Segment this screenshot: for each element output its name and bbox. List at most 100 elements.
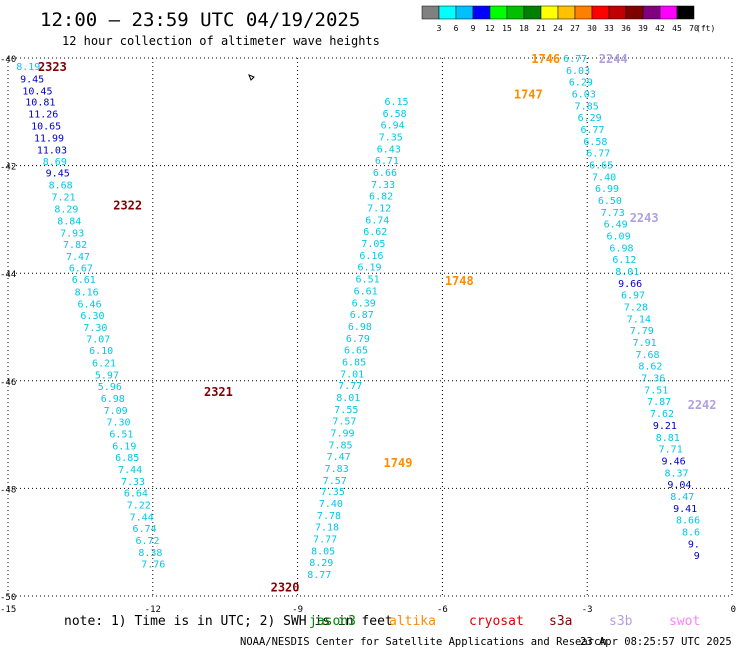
wave-height-point: 7.68 <box>635 350 659 361</box>
satellite-legend-item: s3b <box>609 614 633 629</box>
legend-unit: (ft) <box>696 24 715 33</box>
wave-height-point: 7.40 <box>592 172 616 183</box>
y-tick-label: -48 <box>0 485 16 495</box>
x-tick-label: -15 <box>0 605 16 615</box>
wave-height-point: 8.29 <box>54 205 78 216</box>
wave-height-point: 6.85 <box>342 357 366 368</box>
wave-height-point: 8.84 <box>57 216 81 227</box>
wave-height-point: 7.85 <box>329 440 353 451</box>
wave-height-point: 6.77 <box>580 125 604 136</box>
wave-height-point: 7.77 <box>338 381 362 392</box>
wave-height-point: 6.79 <box>346 334 370 345</box>
color-scale-legend: 3 6 9 12 15 18 21 24 27 30 33 36 39 42 45 70(ft) <box>421 5 715 33</box>
wave-height-point: 7.12 <box>367 204 391 215</box>
wave-height-point: 6.71 <box>375 156 399 167</box>
legend-swatch <box>421 5 440 20</box>
track-time-label: 2321 <box>204 385 233 399</box>
wave-height-point: 6.46 <box>78 299 102 310</box>
wave-height-point: 7.91 <box>633 338 657 349</box>
wave-height-point: 7.82 <box>63 240 87 251</box>
wave-height-point: 7.44 <box>130 512 154 523</box>
satellite-legend-item: jason3 <box>309 614 356 629</box>
wave-height-point: 7.78 <box>317 511 341 522</box>
legend-bin-label: 27 <box>570 24 580 33</box>
legend-swatch <box>472 5 491 20</box>
wave-height-point: 7.05 <box>361 239 385 250</box>
wave-height-point: 7.30 <box>83 323 107 334</box>
legend-bin-label: 33 <box>604 24 614 33</box>
wave-height-point: 6.65 <box>589 161 613 172</box>
wave-height-point: 9.41 <box>673 504 697 515</box>
wave-height-point: 10.81 <box>25 98 55 109</box>
wave-height-point: 6.74 <box>133 524 157 535</box>
wave-height-point: 11.99 <box>34 134 64 145</box>
wave-height-point: 9.45 <box>20 74 44 85</box>
y-tick-label: -40 <box>0 55 16 65</box>
legend-swatch <box>438 5 457 20</box>
wave-height-point: 6.58 <box>583 137 607 148</box>
wave-height-point: 6.67 <box>69 263 93 274</box>
wave-height-point: 6.09 <box>607 232 631 243</box>
wave-height-point: 6.03 <box>572 90 596 101</box>
wave-height-point: 6.72 <box>135 536 159 547</box>
wave-height-point: 6.15 <box>384 97 408 108</box>
wave-height-point: 9. <box>688 539 700 550</box>
track-time-label: 2322 <box>113 198 142 212</box>
track-time-label: 1748 <box>445 274 474 288</box>
legend-swatch <box>489 5 508 20</box>
wave-height-point: 6.87 <box>350 310 374 321</box>
legend-swatch <box>642 5 661 20</box>
wave-height-point: 10.65 <box>31 121 61 132</box>
legend-swatch <box>540 5 559 20</box>
wave-height-point: 7.14 <box>627 314 651 325</box>
wave-height-point: 6.51 <box>109 430 133 441</box>
wave-height-point: 7.76 <box>141 560 165 571</box>
wave-height-point: 6.43 <box>377 144 401 155</box>
wave-height-point: 6.98 <box>348 322 372 333</box>
wave-height-point: 7.83 <box>325 464 349 475</box>
island-outline <box>248 74 255 81</box>
x-tick-label: -3 <box>582 605 593 615</box>
wave-height-point: 6.65 <box>344 346 368 357</box>
wave-height-point: 7.30 <box>106 418 130 429</box>
track-time-label: 2243 <box>630 211 659 225</box>
wave-height-point: 7.22 <box>127 501 151 512</box>
wave-height-point: 7.57 <box>323 476 347 487</box>
wave-height-point: 7.71 <box>659 445 683 456</box>
wave-height-point: 7.99 <box>330 428 354 439</box>
satellite-legend-item: swot <box>669 614 700 629</box>
wave-height-point: 7.77 <box>313 534 337 545</box>
wave-height-point: 5.97 <box>95 370 119 381</box>
wave-height-point: 6.29 <box>578 113 602 124</box>
footer-note: note: 1) Time is in UTC; 2) SWH is in fe… <box>64 614 393 629</box>
chart-title: 12:00 – 23:59 UTC 04/19/2025 <box>40 9 360 31</box>
wave-height-point: 7.93 <box>60 228 84 239</box>
wave-height-point: 7.21 <box>51 192 75 203</box>
legend-swatch <box>625 5 644 20</box>
track-time-labels: 2323 2322 2321 2320 1746 1747 1748 1749 2244 2243… <box>38 52 717 594</box>
x-tick-label: -12 <box>145 605 161 615</box>
legend-swatch <box>455 5 474 20</box>
wave-height-point: 8.6 <box>682 527 700 538</box>
wave-height-point: 6.03 <box>566 66 590 77</box>
y-tick-label: -50 <box>0 593 16 603</box>
chart-subtitle: 12 hour collection of altimeter wave hei… <box>62 34 380 48</box>
wave-height-point: 8.69 <box>43 157 67 168</box>
wave-height-point: 11.03 <box>37 145 67 156</box>
wave-height-point: 6.19 <box>112 441 136 452</box>
legend-bin-label: 30 <box>587 24 597 33</box>
legend-bin-label: 45 <box>672 24 682 33</box>
wave-height-point: 7.51 <box>644 385 668 396</box>
track-time-label: 1749 <box>384 456 413 470</box>
x-tick-label: -9 <box>292 605 303 615</box>
wave-height-point: 7.87 <box>647 397 671 408</box>
wave-height-point: 6.98 <box>609 243 633 254</box>
wave-height-point: 8.29 <box>309 558 333 569</box>
wave-height-point: 6.21 <box>92 359 116 370</box>
wave-height-points: 8.199.4510.4510.8111.2610.6511.9911.038.… <box>16 54 700 581</box>
wave-height-point: 7.40 <box>319 499 343 510</box>
track-time-label: 1747 <box>514 88 543 102</box>
wave-height-point: 8.68 <box>49 180 73 191</box>
